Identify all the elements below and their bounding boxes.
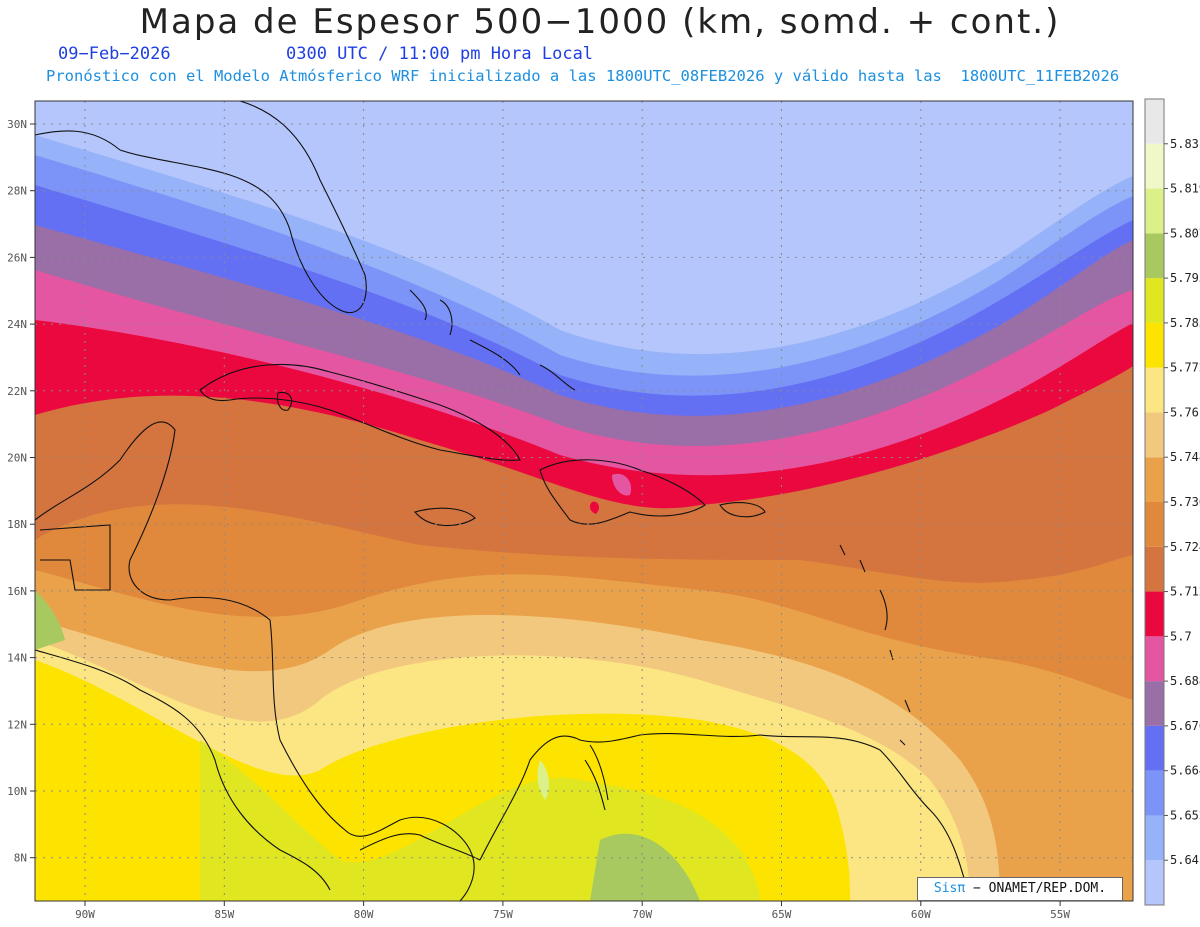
colorbar-swatch bbox=[1145, 322, 1164, 368]
colorbar-swatch bbox=[1145, 188, 1164, 234]
lon-label: 80W bbox=[354, 908, 374, 921]
coastlines bbox=[35, 101, 971, 901]
lon-label: 70W bbox=[632, 908, 652, 921]
lat-label: 8N bbox=[14, 852, 27, 865]
colorbar-label: 5.76 bbox=[1170, 405, 1199, 419]
colorbar-label: 5.819 bbox=[1170, 182, 1200, 196]
colorbar-label: 5.795 bbox=[1170, 271, 1200, 285]
forecast-description: Pronóstico con el Modelo Atmósferico WRF… bbox=[46, 67, 1120, 85]
lat-label: 10N bbox=[7, 785, 27, 798]
lon-label: 75W bbox=[493, 908, 513, 921]
colorbar-label: 5.724 bbox=[1170, 540, 1200, 554]
colorbar-swatch bbox=[1145, 233, 1164, 279]
colorbar-label: 5.712 bbox=[1170, 585, 1200, 599]
lat-label: 12N bbox=[7, 718, 27, 731]
lon-label: 65W bbox=[772, 908, 792, 921]
colorbar-swatch bbox=[1145, 546, 1164, 592]
lat-label: 16N bbox=[7, 585, 27, 598]
colorbar-label: 5.64 bbox=[1170, 853, 1199, 867]
colorbar-label: 5.688 bbox=[1170, 674, 1200, 688]
colorbar-swatch bbox=[1145, 725, 1164, 771]
graticule bbox=[35, 101, 1133, 901]
colorbar-swatch bbox=[1145, 367, 1164, 413]
colorbar-swatch bbox=[1145, 412, 1164, 458]
lat-label: 20N bbox=[7, 452, 27, 465]
axis-ticks: 30N 28N 26N 24N 22N 20N 18N 16N 14N 12N 10N 8N 90W 85… bbox=[7, 118, 1070, 921]
colorbar-swatch bbox=[1145, 681, 1164, 726]
colorbar-swatch bbox=[1145, 591, 1164, 637]
forecast-time: 0300 UTC / 11:00 pm Hora Local bbox=[286, 44, 594, 64]
colorbar-label: 5.676 bbox=[1170, 719, 1200, 733]
lat-label: 24N bbox=[7, 318, 27, 331]
colorbar-label: 5.664 bbox=[1170, 764, 1200, 778]
colorbar-swatch bbox=[1145, 143, 1164, 189]
page-title: Mapa de Espesor 500−1000 (km, somd. + co… bbox=[139, 2, 1061, 42]
colorbar-swatch bbox=[1145, 502, 1164, 547]
map-frame bbox=[34, 100, 1134, 902]
credit-box: Sisπ − ONAMET/REP.DOM. bbox=[917, 877, 1123, 901]
colorbar-swatch bbox=[1145, 860, 1164, 905]
colorbar-swatch bbox=[1145, 770, 1164, 816]
lat-label: 26N bbox=[7, 251, 27, 264]
credit-text: − ONAMET/REP.DOM. bbox=[965, 881, 1107, 896]
colorbar-label: 5.652 bbox=[1170, 808, 1200, 822]
colorbar-label: 5.783 bbox=[1170, 316, 1200, 330]
lat-label: 30N bbox=[7, 118, 27, 131]
sispi-logo: Sisπ bbox=[933, 881, 966, 896]
colorbar-label: 5.831 bbox=[1170, 137, 1200, 151]
colorbar-swatch bbox=[1145, 815, 1164, 861]
lat-label: 14N bbox=[7, 652, 27, 665]
lon-label: 55W bbox=[1050, 908, 1070, 921]
colorbar-label: 5.736 bbox=[1170, 495, 1200, 509]
colorbar-swatch bbox=[1145, 278, 1164, 323]
forecast-date: 09−Feb−2026 bbox=[58, 44, 171, 64]
colorbar-swatch bbox=[1145, 457, 1164, 502]
lat-label: 28N bbox=[7, 185, 27, 198]
colorbar-swatch bbox=[1145, 99, 1164, 144]
colorbar-label: 5.807 bbox=[1170, 226, 1200, 240]
colorbar-swatch bbox=[1145, 636, 1164, 682]
lon-label: 60W bbox=[911, 908, 931, 921]
colorbar-label: 5.772 bbox=[1170, 361, 1200, 375]
colorbar: 5.64 5.652 5.664 5.676 5.688 5.7 5.712 5.724 5.7… bbox=[1144, 98, 1200, 906]
lat-label: 18N bbox=[7, 518, 27, 531]
lon-label: 85W bbox=[214, 908, 234, 921]
colorbar-label: 5.748 bbox=[1170, 450, 1200, 464]
lat-label: 22N bbox=[7, 385, 27, 398]
thickness-field bbox=[35, 101, 1133, 901]
colorbar-label: 5.7 bbox=[1170, 629, 1192, 643]
lon-label: 90W bbox=[75, 908, 95, 921]
